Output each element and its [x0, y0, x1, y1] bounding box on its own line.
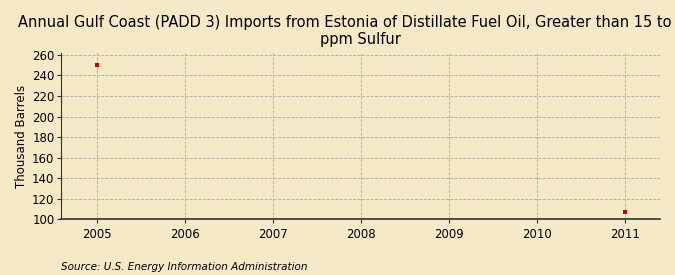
Text: Source: U.S. Energy Information Administration: Source: U.S. Energy Information Administ…	[61, 262, 307, 272]
Y-axis label: Thousand Barrels: Thousand Barrels	[15, 84, 28, 188]
Title: Annual Gulf Coast (PADD 3) Imports from Estonia of Distillate Fuel Oil, Greater : Annual Gulf Coast (PADD 3) Imports from …	[18, 15, 675, 47]
